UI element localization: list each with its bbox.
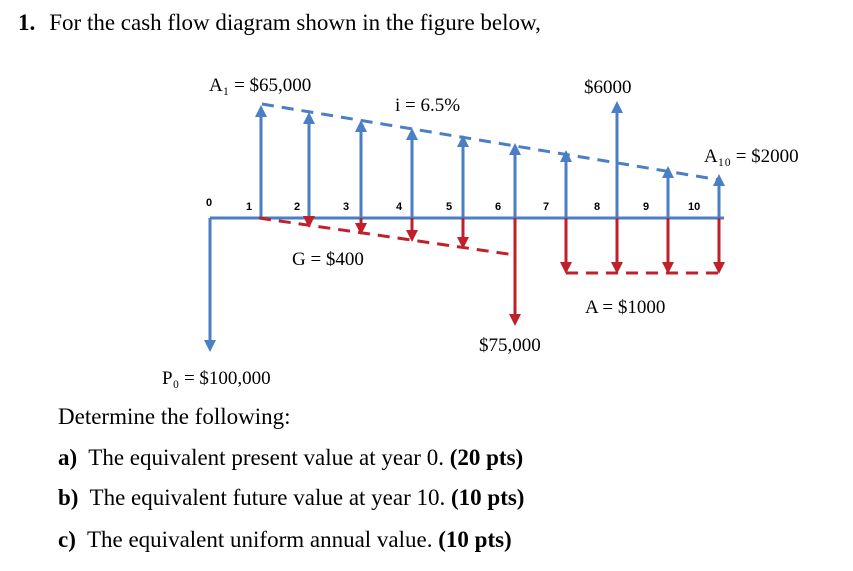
- part-a-text: The equivalent present value at year 0.: [88, 445, 444, 470]
- year-ticks: 0 1 2 3 4 5 6 7 8 9 10: [206, 197, 700, 213]
- a1-label: A₁ = $65,000: [209, 75, 311, 96]
- determine-prompt: Determine the following:: [58, 404, 291, 429]
- year-10-label: 10: [688, 201, 700, 213]
- part-c-text: The equivalent uniform annual value.: [86, 527, 433, 552]
- seventy-five-thousand-label: $75,000: [479, 335, 541, 356]
- year-6-label: 6: [495, 201, 501, 213]
- part-a-points: (20 pts): [449, 445, 524, 470]
- p0-label: P₀ = $100,000: [162, 368, 271, 389]
- part-b-points: (10 pts): [451, 485, 525, 510]
- annual-label: A = $1000: [585, 297, 665, 318]
- part-a-letter: a): [58, 445, 78, 470]
- gradient-label: G = $400: [292, 249, 364, 270]
- receipts-gradient-line: [261, 102, 721, 182]
- year-2-label: 2: [294, 201, 300, 213]
- question-text: For the cash flow diagram shown in the f…: [49, 10, 541, 35]
- six-thousand-label: $6000: [584, 77, 632, 98]
- part-a: a) The equivalent present value at year …: [58, 445, 523, 471]
- receipts-arrows: [255, 101, 725, 218]
- question-number: 1.: [18, 10, 36, 35]
- year-0-label: 0: [206, 197, 212, 209]
- cost-gradient-line: [258, 216, 516, 257]
- part-c: c) The equivalent uniform annual value. …: [58, 527, 512, 553]
- uniform-cost-arrows: [560, 218, 725, 274]
- part-b-text: The equivalent future value at year 10.: [89, 485, 446, 510]
- a10-label: A₁₀ = $2000: [704, 146, 799, 167]
- question-heading: 1. For the cash flow diagram shown in the…: [18, 10, 541, 36]
- year-4-label: 4: [396, 201, 403, 213]
- interest-label: i = 6.5%: [395, 95, 460, 116]
- year-7-label: 7: [543, 201, 549, 213]
- gradient-cost-arrows: [303, 216, 469, 249]
- part-c-letter: c): [58, 527, 76, 552]
- year-9-label: 9: [643, 201, 649, 213]
- year-5-label: 5: [446, 201, 452, 213]
- part-b: b) The equivalent future value at year 1…: [58, 485, 524, 511]
- part-c-points: (10 pts): [438, 527, 512, 552]
- year-8-label: 8: [594, 201, 600, 213]
- year-3-label: 3: [343, 201, 349, 213]
- part-b-letter: b): [58, 485, 79, 510]
- year-1-label: 1: [246, 201, 252, 213]
